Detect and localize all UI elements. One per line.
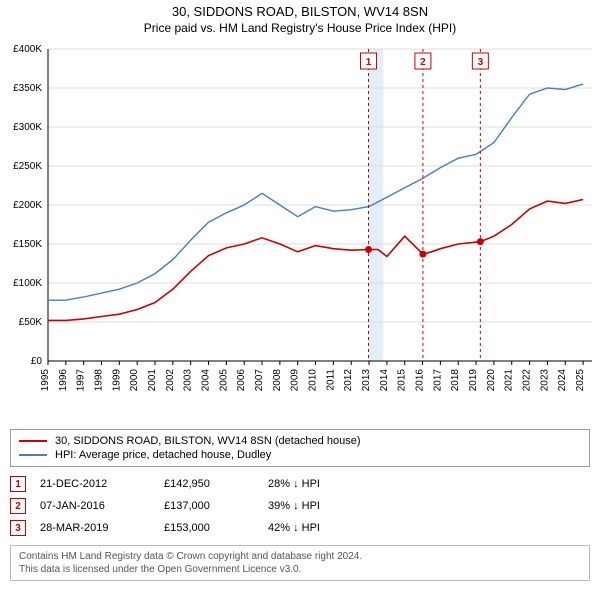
sales-row: 1 21-DEC-2012 £142,950 28% ↓ HPI [10,473,590,495]
svg-text:2012: 2012 [343,369,354,392]
legend-label: HPI: Average price, detached house, Dudl… [55,449,271,461]
svg-text:1996: 1996 [58,369,69,392]
legend-label: 30, SIDDONS ROAD, BILSTON, WV14 8SN (det… [55,435,360,447]
svg-text:2016: 2016 [415,369,426,392]
svg-text:2001: 2001 [147,369,158,392]
sale-date: 21-DEC-2012 [40,478,150,490]
svg-text:2018: 2018 [450,369,461,392]
svg-text:2023: 2023 [539,369,550,392]
svg-text:2010: 2010 [308,369,319,392]
svg-text:2009: 2009 [290,369,301,392]
svg-text:£350K: £350K [13,83,42,94]
footer-line: This data is licensed under the Open Gov… [19,563,581,576]
svg-text:£0: £0 [31,356,43,367]
svg-text:2019: 2019 [468,369,479,392]
svg-text:2008: 2008 [272,369,283,392]
svg-text:£150K: £150K [13,239,42,250]
sale-date: 28-MAR-2019 [40,522,150,534]
svg-text:2014: 2014 [379,369,390,392]
chart-svg: £0 £50K £100K £150K £200K £250K £300K £350K £400… [0,41,600,421]
chart-plot-area: £0 £50K £100K £150K £200K £250K £300K £350K £400… [0,41,600,421]
svg-text:1999: 1999 [111,369,122,392]
sales-row: 2 07-JAN-2016 £137,000 39% ↓ HPI [10,495,590,517]
svg-text:2017: 2017 [432,369,443,392]
sales-row: 3 28-MAR-2019 £153,000 42% ↓ HPI [10,517,590,539]
svg-text:2002: 2002 [165,369,176,392]
svg-text:£100K: £100K [13,278,42,289]
legend-box: 30, SIDDONS ROAD, BILSTON, WV14 8SN (det… [10,429,590,467]
sale-price: £142,950 [164,478,254,490]
svg-text:£50K: £50K [19,317,43,328]
svg-text:2011: 2011 [325,369,336,391]
chart-title: 30, SIDDONS ROAD, BILSTON, WV14 8SN [0,0,600,19]
svg-text:1: 1 [366,57,372,68]
sale-date: 07-JAN-2016 [40,500,150,512]
sale-delta: 42% ↓ HPI [268,522,320,534]
legend-item: 30, SIDDONS ROAD, BILSTON, WV14 8SN (det… [19,434,581,448]
svg-text:2007: 2007 [254,369,265,392]
svg-text:1995: 1995 [40,369,51,392]
svg-text:1997: 1997 [76,369,87,392]
svg-text:£400K: £400K [13,44,42,55]
sale-marker-badge: 3 [10,520,26,536]
svg-text:2: 2 [420,57,426,68]
svg-text:2022: 2022 [522,369,533,392]
footer-line: Contains HM Land Registry data © Crown c… [19,550,581,563]
svg-text:2015: 2015 [397,369,408,392]
svg-text:2020: 2020 [486,369,497,392]
legend-swatch [19,440,47,442]
svg-text:2005: 2005 [218,369,229,392]
svg-text:2024: 2024 [557,369,568,392]
sale-price: £137,000 [164,500,254,512]
legend-swatch [19,454,47,456]
svg-text:3: 3 [478,57,484,68]
svg-text:2004: 2004 [201,369,212,392]
chart-container: 30, SIDDONS ROAD, BILSTON, WV14 8SN Pric… [0,0,600,590]
svg-text:2013: 2013 [361,369,372,392]
svg-text:1998: 1998 [94,369,105,392]
svg-text:2000: 2000 [129,369,140,392]
chart-subtitle: Price paid vs. HM Land Registry's House … [0,19,600,41]
sale-marker-badge: 1 [10,476,26,492]
sale-marker-badge: 2 [10,498,26,514]
svg-text:2006: 2006 [236,369,247,392]
sale-delta: 28% ↓ HPI [268,478,320,490]
footer-box: Contains HM Land Registry data © Crown c… [10,545,590,581]
svg-text:£250K: £250K [13,161,42,172]
sales-table: 1 21-DEC-2012 £142,950 28% ↓ HPI 2 07-JA… [10,473,590,539]
svg-text:£300K: £300K [13,122,42,133]
svg-text:2025: 2025 [575,369,586,392]
sale-delta: 39% ↓ HPI [268,500,320,512]
svg-text:2021: 2021 [504,369,515,392]
legend-item: HPI: Average price, detached house, Dudl… [19,448,581,462]
sale-price: £153,000 [164,522,254,534]
svg-text:£200K: £200K [13,200,42,211]
svg-text:2003: 2003 [183,369,194,392]
